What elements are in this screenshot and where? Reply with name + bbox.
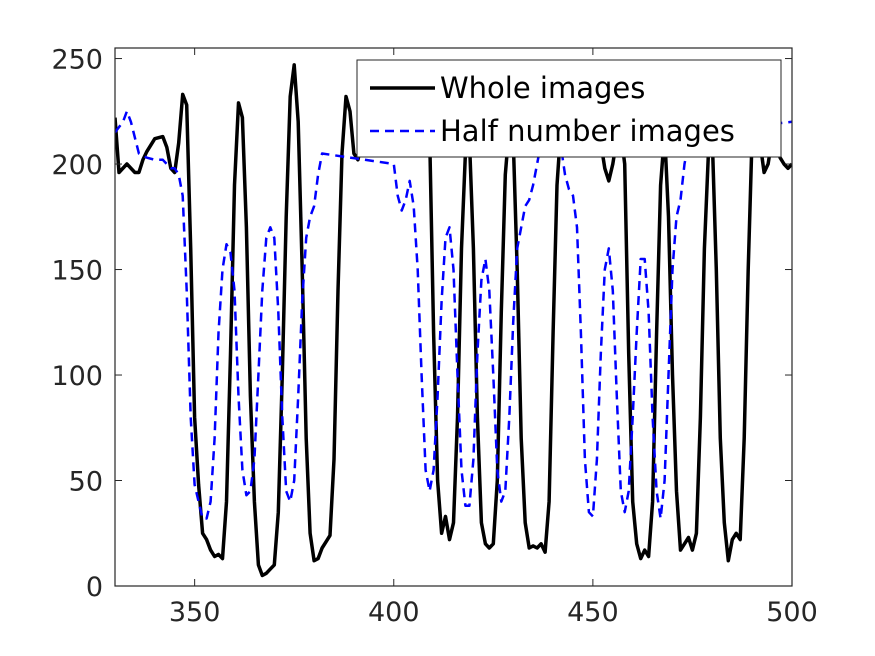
plot-frame [114, 47, 793, 587]
y-tick-label: 200 [51, 150, 103, 181]
x-tick-label: 350 [169, 597, 221, 628]
x-tick-label: 450 [567, 597, 619, 628]
legend-label-half-number-images: Half number images [440, 114, 735, 148]
y-tick-label: 50 [69, 467, 103, 498]
legend-box [356, 59, 782, 158]
series-line-half-number-images [115, 110, 792, 520]
y-tick-label: 100 [51, 361, 103, 392]
legend-label-whole-images: Whole images [440, 71, 645, 105]
y-tick-label: 0 [86, 572, 103, 603]
y-tick-label: 250 [51, 45, 103, 76]
ticks-layer: 350 400 450 500 0 50 100 150 200 250 [51, 45, 817, 628]
x-tick-label: 500 [766, 597, 818, 628]
series-layer [115, 63, 792, 578]
series-line-whole-images [115, 63, 792, 578]
y-tick-label: 150 [51, 256, 103, 287]
x-tick-label: 400 [368, 597, 420, 628]
legend: Whole images Half number images [356, 59, 782, 158]
